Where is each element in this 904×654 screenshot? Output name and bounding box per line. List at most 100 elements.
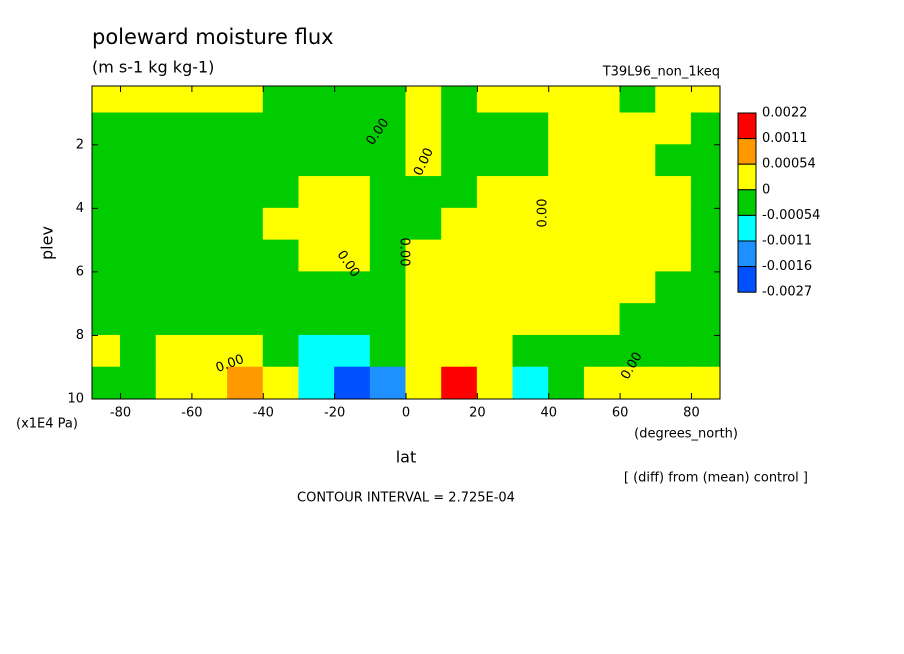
contour-cell [262, 366, 300, 399]
contour-cell [120, 366, 157, 399]
x-tick-label: -20 [324, 406, 345, 421]
y-tick-label: 4 [76, 201, 84, 216]
x-tick-label: 60 [612, 406, 629, 421]
contour-cell [476, 271, 514, 305]
contour-cell [92, 334, 122, 368]
contour-cell [405, 207, 443, 241]
contour-cell [512, 86, 550, 114]
contour-cell [334, 207, 371, 241]
contour-cell [191, 207, 229, 241]
colorbar-box [737, 266, 757, 293]
contour-cell [191, 334, 229, 368]
contour-cell [262, 176, 300, 209]
contour-cell [155, 86, 193, 114]
contour-cell [227, 366, 264, 399]
contour-cell [619, 334, 657, 368]
contour-field [92, 86, 720, 399]
contour-cell [583, 176, 621, 209]
contour-cell [92, 271, 122, 305]
contour-cell [512, 334, 550, 368]
contour-cell [405, 144, 443, 178]
contour-cell [655, 271, 692, 305]
contour-cell [476, 207, 514, 241]
x-tick-label: 40 [540, 406, 557, 421]
contour-cell [92, 303, 122, 336]
contour-cell [548, 239, 585, 273]
contour-cell [298, 271, 336, 305]
x-tick-label: -80 [110, 406, 131, 421]
contour-cell [120, 144, 157, 178]
contour-cell [441, 86, 478, 114]
contour-cell [583, 271, 621, 305]
contour-cell [369, 86, 407, 114]
x-axis-label: lat [396, 448, 417, 467]
contour-cell [548, 86, 585, 114]
contour-label: 0.00 [397, 238, 412, 267]
note: [ (diff) from (mean) control ] [624, 471, 808, 486]
x-tick-label: 20 [469, 406, 486, 421]
colorbar-label: 0.00054 [762, 157, 816, 172]
contour-cell [262, 144, 300, 178]
contour-cell [227, 207, 264, 241]
contour-cell [262, 334, 300, 368]
contour-cell [227, 303, 264, 336]
contour-cell [92, 176, 122, 209]
contour-cell [298, 366, 336, 399]
contour-cell [120, 239, 157, 273]
contour-cell [583, 239, 621, 273]
contour-cell [120, 303, 157, 336]
contour-cell [512, 144, 550, 178]
contour-cell [369, 303, 407, 336]
contour-cell [655, 366, 692, 399]
contour-cell [155, 366, 193, 399]
contour-cell [298, 86, 336, 114]
contour-cell [441, 112, 478, 146]
contour-cell [298, 334, 336, 368]
x-tick-label: 80 [683, 406, 700, 421]
contour-cell [120, 334, 157, 368]
contour-cell [548, 303, 585, 336]
contour-cell [191, 176, 229, 209]
contour-cell [191, 112, 229, 146]
colorbar-box [737, 189, 757, 216]
contour-cell [369, 144, 407, 178]
contour-cell [441, 239, 478, 273]
contour-cell [690, 176, 720, 209]
contour-cell [690, 271, 720, 305]
contour-cell [120, 207, 157, 241]
contour-cell [227, 239, 264, 273]
run-label: T39L96_non_1keq [602, 65, 720, 80]
contour-cell [512, 366, 550, 399]
contour-cell [120, 86, 157, 114]
contour-cell [619, 144, 657, 178]
colorbar-label: -0.0027 [762, 285, 812, 300]
contour-cell [155, 176, 193, 209]
contour-cell [92, 207, 122, 241]
contour-cell [512, 112, 550, 146]
contour-cell [548, 271, 585, 305]
contour-cell [583, 112, 621, 146]
contour-cell [476, 239, 514, 273]
y-tick-label: 2 [76, 137, 84, 152]
contour-cell [476, 176, 514, 209]
colorbar-label: -0.0016 [762, 259, 812, 274]
contour-cell [298, 303, 336, 336]
contour-cell [334, 112, 371, 146]
colorbar-box [737, 163, 757, 191]
colorbar-box [737, 240, 757, 268]
contour-cell [369, 112, 407, 146]
contour-cell [405, 303, 443, 336]
contour-cell [512, 207, 550, 241]
contour-cell [155, 271, 193, 305]
contour-cell [369, 239, 407, 273]
chart-subtitle: (m s-1 kg kg-1) [92, 58, 214, 77]
contour-cell [512, 271, 550, 305]
contour-cell [405, 334, 443, 368]
contour-cell [476, 144, 514, 178]
contour-cell [262, 207, 300, 241]
y-tick-label: 6 [76, 264, 84, 279]
contour-cell [690, 334, 720, 368]
contour-cell [298, 144, 336, 178]
contour-cell [191, 366, 229, 399]
